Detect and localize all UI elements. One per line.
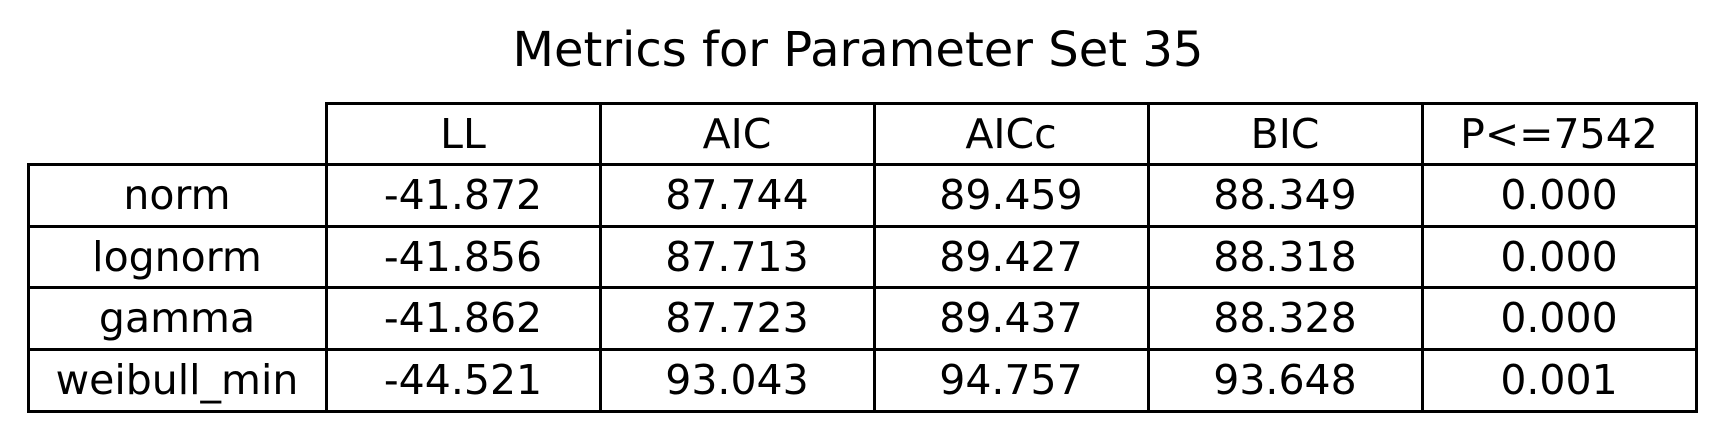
table-cell: -44.521 — [324, 347, 602, 413]
column-header: BIC — [1146, 101, 1424, 166]
table-cell: 93.648 — [1146, 347, 1424, 413]
table-cell: 89.427 — [872, 224, 1150, 289]
table-cell: 88.328 — [1146, 285, 1424, 351]
table-cell: 89.437 — [872, 285, 1150, 351]
column-header: LL — [324, 101, 602, 166]
table-cell: 89.459 — [872, 162, 1150, 228]
table-cell: 94.757 — [872, 347, 1150, 413]
column-header: AICc — [872, 101, 1150, 166]
table-cell: 0.000 — [1420, 285, 1698, 351]
column-header: AIC — [598, 101, 876, 166]
table-cell: 87.713 — [598, 224, 876, 289]
table-cell: 88.318 — [1146, 224, 1424, 289]
column-header: P<=7542 — [1420, 101, 1698, 166]
table-cell: -41.872 — [324, 162, 602, 228]
row-label: lognorm — [26, 224, 328, 289]
table-cell: 87.744 — [598, 162, 876, 228]
table-cell: -41.862 — [324, 285, 602, 351]
table-cell: 0.000 — [1420, 224, 1698, 289]
table-cell: 93.043 — [598, 347, 876, 413]
table-cell: 87.723 — [598, 285, 876, 351]
table-corner-blank — [27, 102, 328, 166]
table-cell: -41.856 — [324, 224, 602, 289]
table-cell: 0.000 — [1420, 162, 1698, 228]
row-label: gamma — [26, 285, 328, 351]
table-cell: 0.001 — [1420, 347, 1698, 413]
row-label: weibull_min — [26, 347, 328, 413]
row-label: norm — [26, 162, 328, 228]
table-cell: 88.349 — [1146, 162, 1424, 228]
chart-title: Metrics for Parameter Set 35 — [512, 22, 1204, 78]
